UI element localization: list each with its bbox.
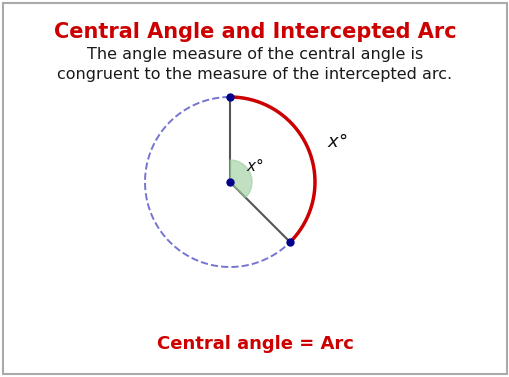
Text: congruent to the measure of the intercepted arc.: congruent to the measure of the intercep… — [58, 67, 451, 82]
Text: Central angle = Arc: Central angle = Arc — [156, 335, 353, 353]
Polygon shape — [230, 160, 251, 198]
Text: The angle measure of the central angle is: The angle measure of the central angle i… — [87, 47, 422, 62]
Text: $x°$: $x°$ — [326, 133, 347, 151]
Text: $x°$: $x°$ — [245, 157, 263, 174]
Text: Central Angle and Intercepted Arc: Central Angle and Intercepted Arc — [53, 22, 456, 42]
